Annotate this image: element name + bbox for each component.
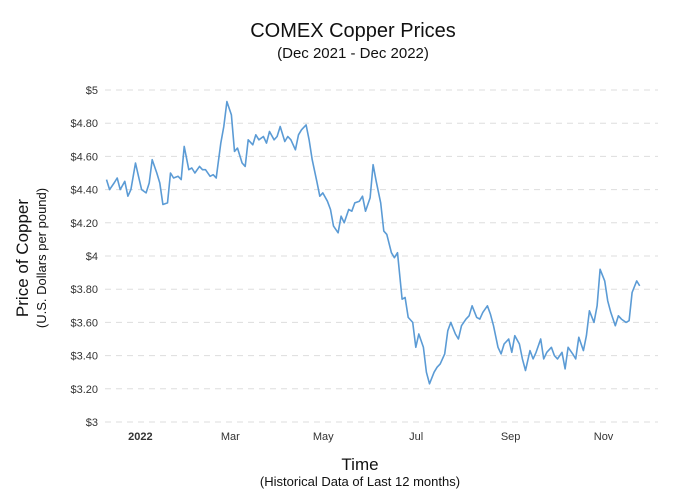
y-tick-label: $4.80 — [70, 118, 98, 130]
y-tick-label: $5 — [86, 85, 98, 97]
y-axis-ticks: $3 $3.20 $3.40 $3.60 $3.80 $4 $4.20 $4.40 $4.60 $… — [70, 85, 98, 429]
y-tick-label: $4.60 — [70, 151, 98, 163]
y-tick-label: $3.40 — [70, 351, 98, 363]
y-tick-label: $3.80 — [70, 284, 98, 296]
y-tick-label: $4.20 — [70, 218, 98, 230]
x-axis-title: Time — [341, 455, 378, 474]
y-tick-label: $3.20 — [70, 384, 98, 396]
x-tick-label: Nov — [594, 431, 614, 443]
x-tick-label: Jul — [409, 431, 423, 443]
y-tick-label: $3.60 — [70, 317, 98, 329]
chart-title: COMEX Copper Prices — [250, 20, 456, 42]
chart-subtitle: (Dec 2021 - Dec 2022) — [277, 45, 429, 62]
x-tick-label: Sep — [501, 431, 521, 443]
x-tick-label: Mar — [221, 431, 240, 443]
y-axis-title: Price of Copper — [13, 199, 32, 317]
y-tick-label: $4.40 — [70, 185, 98, 197]
gridlines — [105, 89, 658, 423]
series-line-copper-price — [105, 100, 641, 385]
x-tick-label: May — [313, 431, 334, 443]
y-tick-label: $3 — [86, 417, 98, 429]
x-axis-subtitle: (Historical Data of Last 12 months) — [260, 474, 460, 489]
x-tick-label: 2022 — [128, 431, 152, 443]
x-axis-ticks: 2022 Mar May Jul Sep Nov — [128, 431, 614, 443]
y-axis-subtitle: (U.S. Dollars per pound) — [34, 188, 49, 328]
y-tick-label: $4 — [86, 251, 98, 263]
